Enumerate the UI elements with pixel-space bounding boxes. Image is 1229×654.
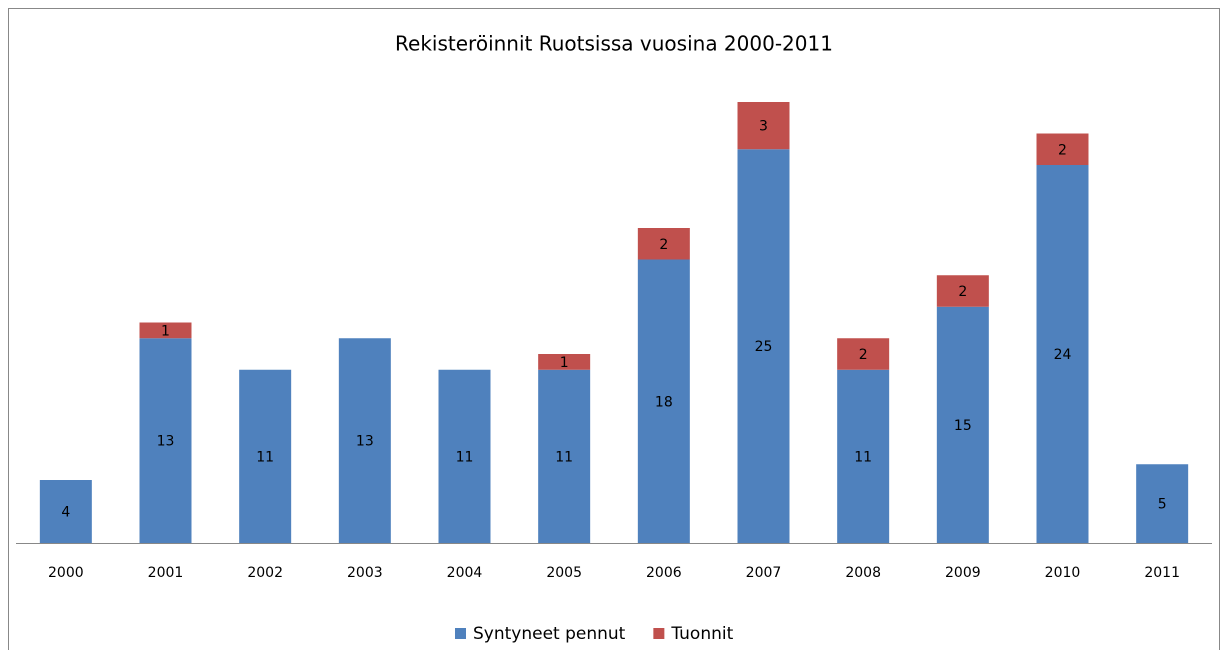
bar-segment [538, 354, 591, 370]
data-label: 15 [954, 418, 972, 434]
data-label: 2 [958, 284, 967, 300]
x-tick-label: 2006 [646, 565, 682, 581]
bar-segment [1036, 165, 1089, 543]
chart-frame [8, 8, 1220, 654]
bar-segment [438, 369, 491, 543]
bar-segment [637, 228, 690, 260]
bar-segment [1036, 133, 1089, 165]
bar-segment [538, 369, 591, 543]
data-label: 2 [1058, 142, 1067, 158]
x-tick-label: 2008 [845, 565, 881, 581]
data-label: 18 [655, 394, 673, 410]
x-tick-label: 2003 [347, 565, 383, 581]
data-label: 13 [157, 434, 175, 450]
data-label: 4 [61, 505, 70, 521]
bar-segment [139, 322, 192, 339]
bar-segment [1136, 464, 1189, 543]
bar-segment [936, 275, 989, 307]
data-label: 25 [755, 339, 773, 355]
x-tick-label: 2010 [1045, 565, 1081, 581]
data-label: 11 [456, 449, 474, 465]
bar-segment [837, 369, 890, 543]
data-label: 13 [356, 434, 374, 450]
x-tick-label: 2007 [746, 565, 782, 581]
x-tick-label: 2011 [1144, 565, 1180, 581]
legend-label: Syntyneet pennut [473, 624, 626, 644]
data-label: 1 [560, 355, 569, 371]
bar-segment [936, 306, 989, 543]
bar-segment [39, 480, 92, 543]
bar-segment [637, 259, 690, 543]
legend-swatch [653, 628, 665, 639]
x-tick-label: 2004 [447, 565, 483, 581]
x-tick-label: 2005 [546, 565, 582, 581]
bar-segment [239, 369, 292, 543]
x-tick-label: 2001 [148, 565, 184, 581]
bar-segment [139, 338, 192, 543]
legend-label: Tuonnit [670, 624, 733, 644]
chart-title: Rekisteröinnit Ruotsissa vuosina 2000-20… [395, 32, 833, 56]
bar-segment [338, 338, 391, 543]
bar-segment [837, 338, 890, 370]
data-label: 1 [161, 323, 170, 339]
data-label: 24 [1054, 347, 1072, 363]
data-label: 11 [555, 449, 573, 465]
x-tick-label: 2000 [48, 565, 84, 581]
data-label: 11 [256, 449, 274, 465]
bar-segment [737, 149, 790, 543]
x-tick-label: 2002 [247, 565, 283, 581]
bar-segment [737, 102, 790, 150]
legend-swatch [455, 628, 466, 639]
data-label: 5 [1158, 497, 1167, 513]
data-label: 3 [759, 119, 768, 135]
x-tick-label: 2009 [945, 565, 981, 581]
data-label: 2 [859, 347, 868, 363]
data-label: 11 [854, 449, 872, 465]
data-label: 2 [659, 237, 668, 253]
